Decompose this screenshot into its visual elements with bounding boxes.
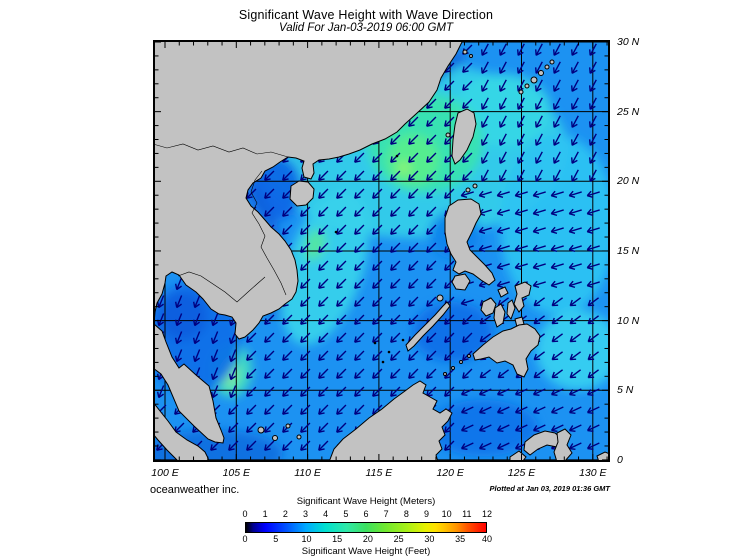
colorbar-meter-tick: 5	[343, 509, 349, 519]
lon-tick-label: 115 E	[365, 467, 393, 479]
landmass-cebu	[506, 299, 516, 321]
chart-title: Significant Wave Height with Wave Direct…	[238, 8, 494, 22]
lon-tick-label: 110 E	[294, 467, 321, 479]
colorbar-meter-tick: 4	[323, 509, 329, 519]
colorbar-meter-tick: 2	[282, 509, 288, 519]
wave-map	[153, 40, 610, 462]
ryukyu-islands	[462, 49, 555, 95]
colorbar-meter-tick: 9	[423, 509, 430, 519]
lat-tick-label: 20 N	[617, 175, 640, 188]
plotted-timestamp: Plotted at Jan 03, 2019 01:36 GMT	[489, 484, 610, 493]
colorbar-meter-tick: 8	[403, 509, 409, 519]
country-borders	[153, 143, 289, 303]
landmass-asia-indochina	[153, 40, 464, 444]
colorbar-meter-tick: 12	[481, 509, 493, 519]
colorbar-feet-tick: 35	[455, 534, 466, 544]
colorbar-meter-tick: 6	[363, 509, 369, 519]
landmass-samar-leyte	[513, 281, 532, 313]
colorbar-meter-tick: 11	[462, 509, 472, 519]
colorbar-feet-tick: 20	[362, 534, 373, 544]
landmass-halmahera	[553, 428, 573, 462]
reef-specks	[334, 154, 405, 364]
colorbar-meter-tick: 0	[242, 509, 248, 519]
map-area	[153, 40, 610, 462]
colorbar-ticks-feet: 0 5 10 15 20 25 30 35 40	[242, 534, 492, 545]
colorbar-feet-tick: 25	[393, 534, 404, 544]
colorbar-feet-tick: 15	[332, 534, 343, 544]
map-frame	[153, 40, 610, 462]
landmass-masbate	[497, 286, 509, 298]
colorbar-feet-tick: 5	[273, 534, 279, 544]
landmass-sumatra	[153, 401, 210, 462]
lon-tick-label: 125 E	[507, 467, 536, 479]
landmass-luzon	[444, 198, 496, 286]
colorbar	[245, 522, 487, 533]
land-layer	[153, 40, 610, 462]
lon-tick-label: 100 E	[151, 467, 179, 479]
landmass-palawan	[405, 301, 451, 352]
colorbar-meter-tick: 1	[262, 509, 268, 519]
colorbar-feet-tick: 10	[301, 534, 312, 544]
lat-tick-label: 5 N	[617, 384, 634, 397]
colorbar-title-feet: Significant Wave Height (Feet)	[301, 546, 431, 557]
lon-tick-label: 120 E	[436, 467, 464, 479]
chart-subtitle: Valid For Jan-03-2019 06:00 GMT	[278, 22, 454, 34]
landmass-negros	[493, 303, 506, 328]
colorbar-meter-tick: 10	[441, 509, 452, 519]
credit-text: oceanweather inc.	[150, 484, 240, 496]
colorbar-title-meters: Significant Wave Height (Meters)	[296, 496, 436, 507]
colorbar-feet-tick: 0	[242, 534, 248, 544]
small-islands	[257, 132, 478, 441]
landmass-panay	[480, 297, 497, 317]
colorbar-ticks-meters: 0 1 2 3 4 5 6 7 8 9 10 11 12	[242, 509, 492, 520]
lat-tick-label: 15 N	[617, 244, 640, 257]
wave-height-field	[153, 51, 610, 462]
lat-tick-label: 25 N	[617, 105, 640, 118]
lat-tick-label: 10 N	[617, 314, 640, 327]
colorbar-meter-tick: 7	[383, 509, 389, 519]
colorbar-meter-tick: 3	[302, 509, 309, 519]
landmass-mindanao	[472, 323, 541, 378]
landmass-hainan	[289, 180, 315, 207]
landmass-taiwan	[451, 108, 477, 165]
lat-tick-label: 30 N	[617, 36, 640, 48]
landmass-mindoro	[451, 273, 471, 291]
lon-tick-label: 130 E	[579, 467, 607, 479]
colorbar-feet-tick: 30	[424, 534, 435, 544]
lat-tick-label: 0	[617, 453, 623, 466]
lon-tick-label: 105 E	[222, 467, 251, 479]
landmass-borneo	[328, 380, 453, 462]
colorbar-feet-tick: 40	[481, 534, 493, 544]
